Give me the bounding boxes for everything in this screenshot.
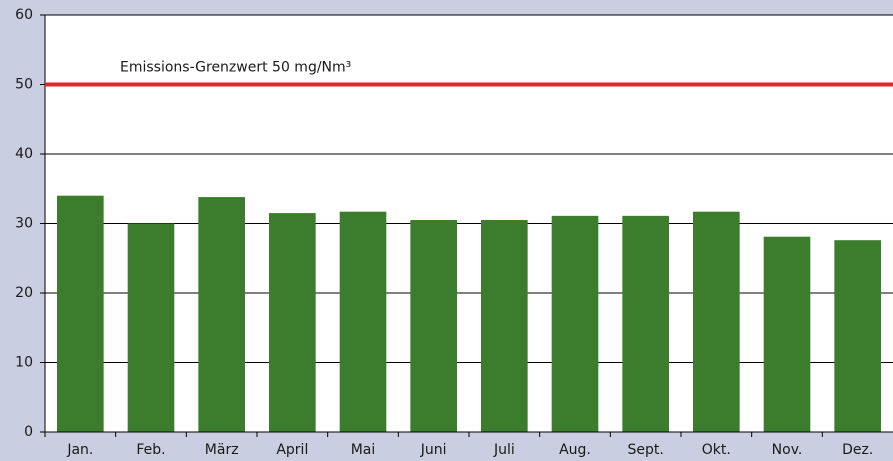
bar (410, 220, 457, 432)
x-tick-label: Juni (420, 442, 447, 458)
y-tick-label: 60 (15, 7, 33, 23)
bar (269, 213, 316, 432)
y-tick-label: 30 (15, 216, 33, 232)
x-tick-label: März (205, 442, 239, 458)
x-tick-label: Mai (351, 442, 376, 458)
y-tick-label: 20 (15, 285, 33, 301)
x-tick-label: April (276, 442, 308, 458)
y-tick-label: 10 (15, 355, 33, 371)
threshold-label: Emissions-Grenzwert 50 mg/Nm³ (120, 60, 351, 76)
bar (693, 211, 740, 432)
bar (551, 215, 599, 432)
x-tick-label: Feb. (136, 442, 165, 458)
bar (622, 215, 669, 432)
bar (57, 195, 104, 432)
bar (198, 197, 245, 432)
bar (339, 211, 387, 432)
x-tick-label: Jan. (66, 442, 93, 458)
y-tick-label: 40 (15, 146, 33, 162)
bar (481, 220, 528, 432)
x-tick-label: Aug. (559, 442, 591, 458)
bar (834, 240, 881, 432)
bar (763, 236, 811, 432)
x-tick-label: Sept. (628, 442, 664, 458)
bar (127, 223, 175, 432)
x-tick-label: Juli (493, 442, 515, 458)
x-tick-label: Okt. (702, 442, 731, 458)
x-tick-label: Dez. (842, 442, 873, 458)
y-tick-label: 50 (15, 77, 33, 93)
x-tick-label: Nov. (772, 442, 803, 458)
y-tick-label: 0 (24, 424, 33, 440)
